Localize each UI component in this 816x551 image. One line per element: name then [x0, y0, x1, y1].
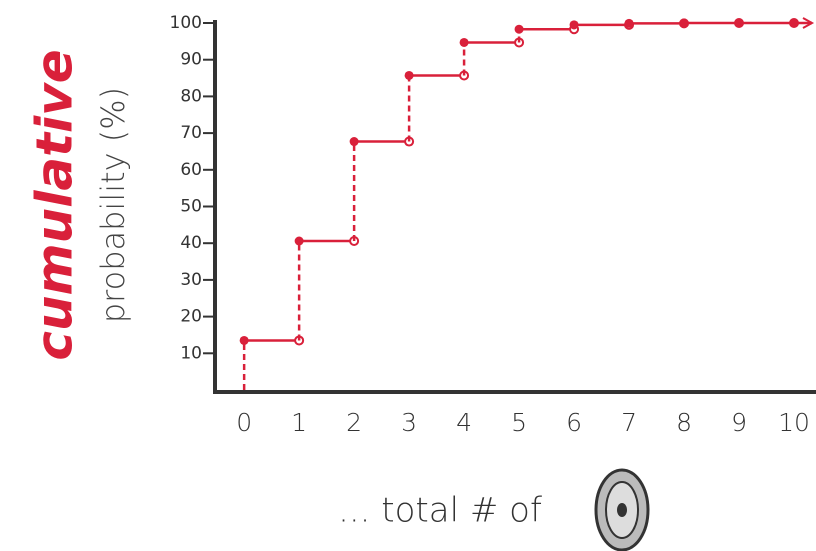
point [569, 20, 579, 30]
y-tick-label: 60 [180, 160, 202, 180]
y-tick-label: 70 [180, 123, 202, 143]
x-tick-label: 10 [778, 408, 810, 437]
x-tick-label: 6 [566, 408, 582, 437]
point [789, 18, 799, 28]
y-tick-label: 50 [180, 197, 202, 217]
y-tick-label: 90 [180, 50, 202, 70]
point [459, 37, 469, 47]
point [734, 18, 744, 28]
point [514, 24, 524, 34]
x-tick-label: 4 [456, 408, 472, 437]
y-tick-label: 20 [180, 307, 202, 327]
point [294, 236, 304, 246]
y-label: probability (%) [94, 87, 132, 323]
point [404, 70, 414, 80]
x-label: ... total # of [338, 491, 542, 531]
y-tick-label: 100 [170, 13, 202, 33]
tire-icon [594, 468, 650, 551]
x-tick-label: 7 [621, 408, 637, 437]
x-tick-label: 5 [511, 408, 527, 437]
point [239, 335, 249, 345]
y-label-emphasis: cumulative [26, 49, 84, 360]
x-tick-label: 0 [236, 408, 252, 437]
y-tick-label: 30 [180, 270, 202, 290]
x-tick-label: 2 [346, 408, 362, 437]
point [624, 18, 634, 28]
y-tick-label: 10 [180, 343, 202, 363]
point [679, 18, 689, 28]
y-tick-label: 80 [180, 86, 202, 106]
x-tick-label: 3 [401, 408, 417, 437]
y-tick-label: 40 [180, 233, 202, 253]
arrow-head [802, 17, 815, 29]
x-tick-label: 1 [291, 408, 307, 437]
x-tick-label: 9 [731, 408, 747, 437]
point [349, 137, 359, 147]
x-tick-label: 8 [676, 408, 692, 437]
